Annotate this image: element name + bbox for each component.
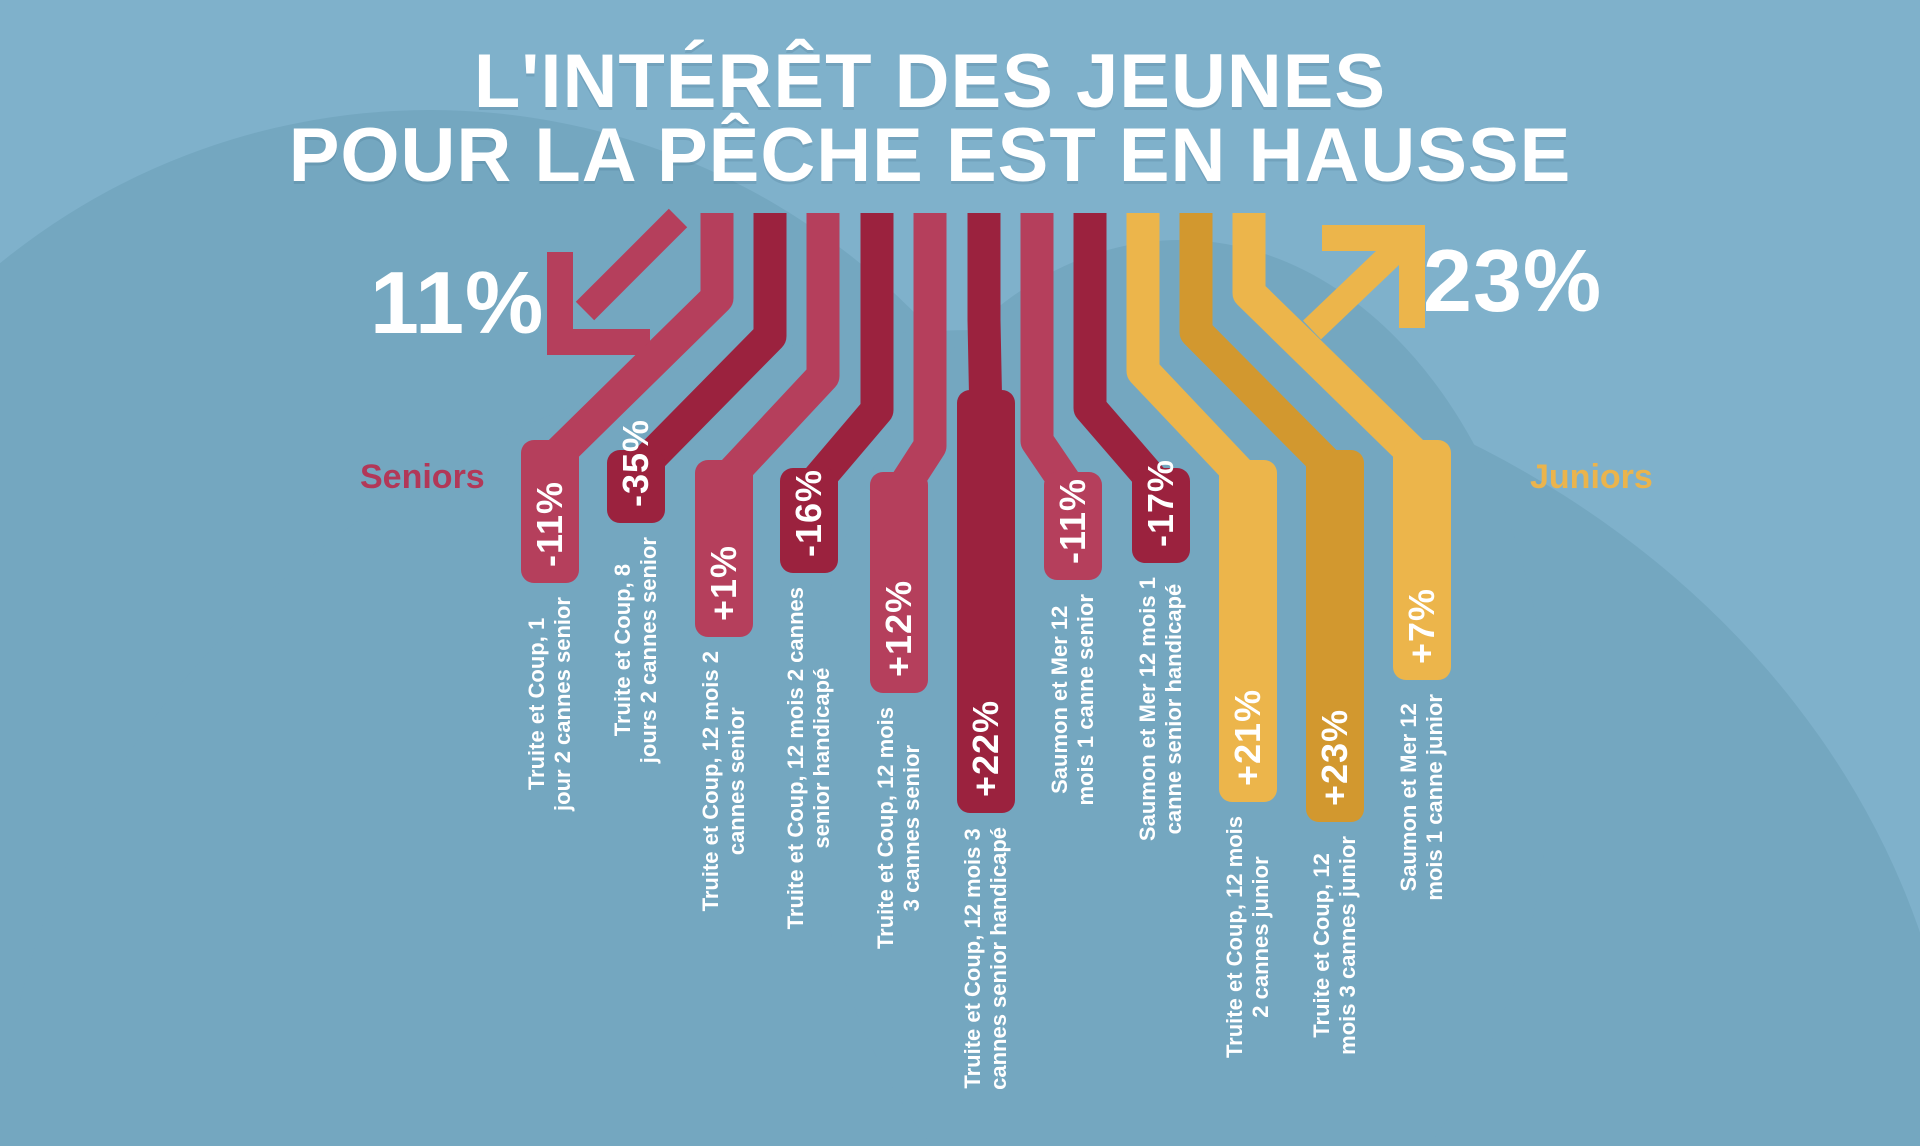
seniors-down-arrow-icon: [547, 208, 688, 355]
bar-category-label: Truite et Coup, 12 mois 2 cannes senior: [698, 651, 749, 912]
bar-category-label: Truite et Coup, 12 mois 3 cannes junior: [1309, 836, 1360, 1055]
ribbon-bar: [695, 460, 753, 637]
bar-category-label: Truite et Coup, 12 mois 2 cannes junior: [1222, 816, 1273, 1059]
juniors-summary-percent: 23%: [1423, 231, 1603, 330]
ribbon-bar: [1306, 450, 1364, 822]
ribbon-bar: [607, 450, 665, 523]
ribbon-bar: [780, 468, 838, 573]
ribbon-bar: [1219, 460, 1277, 802]
bar-category-label: Saumon et Mer 12 mois 1 canne senior: [1047, 594, 1098, 806]
juniors-group-label: Juniors: [1530, 458, 1653, 496]
ribbon-bar: [1132, 468, 1190, 563]
bar-percent-label: -11%: [1052, 477, 1093, 564]
bar-percent-label: +12%: [878, 579, 919, 677]
arrow-shaft: [1303, 238, 1407, 340]
bar-percent-label: -35%: [615, 418, 656, 507]
arrow-head: [547, 252, 650, 355]
bar-percent-label: -11%: [529, 480, 570, 567]
bar-percent-label: +21%: [1227, 688, 1268, 786]
bar-percent-label: -17%: [1140, 458, 1181, 547]
bar-category-label: Truite et Coup, 12 mois 3 cannes senior …: [960, 827, 1011, 1090]
seniors-summary-percent: 11%: [370, 253, 545, 352]
seniors-group-label: Seniors: [360, 458, 485, 496]
bar-percent-label: -16%: [788, 468, 829, 557]
arrow-head: [1322, 225, 1425, 328]
ribbon-bar: [1044, 472, 1102, 580]
bar-percent-label: +1%: [703, 544, 744, 621]
page-title-line2: POUR LA PÊCHE EST EN HAUSSE: [288, 113, 1572, 198]
bar-category-label: Truite et Coup, 8 jours 2 cannes senior: [610, 537, 661, 764]
bar-percent-label: +23%: [1314, 708, 1355, 806]
bar-category-label: Truite et Coup, 12 mois 2 cannes senior …: [783, 587, 834, 930]
ribbon-bar: [957, 390, 1015, 813]
bar-percent-label: +22%: [965, 699, 1006, 797]
bar-category-label: Truite et Coup, 1 jour 2 cannes senior: [524, 597, 575, 811]
ribbon-bar: [521, 440, 579, 583]
juniors-up-arrow-icon: [1303, 225, 1425, 340]
ribbon-bar: [1393, 440, 1451, 680]
ribbon-bar: [870, 472, 928, 693]
arrow-shaft: [575, 208, 688, 321]
bar-category-label: Saumon et Mer 12 mois 1 canne senior han…: [1135, 577, 1186, 842]
page-title-line1: L'INTÉRÊT DES JEUNES: [473, 39, 1387, 124]
ribbon-group: [521, 213, 1451, 822]
bar-percent-label: +7%: [1401, 587, 1442, 664]
bar-category-label: Saumon et Mer 12 mois 1 canne junior: [1396, 694, 1447, 901]
bar-category-label: Truite et Coup, 12 mois 3 cannes senior: [873, 707, 924, 950]
